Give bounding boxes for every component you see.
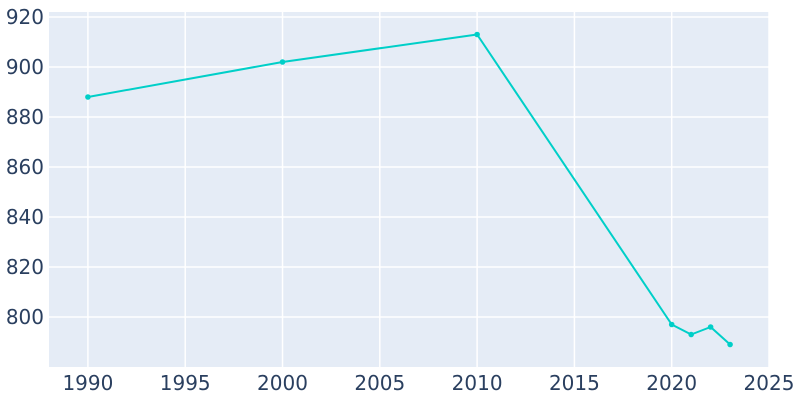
- x-tick-label: 2020: [646, 371, 697, 395]
- plot-area: [49, 12, 769, 367]
- y-tick-label: 880: [6, 105, 44, 129]
- grid: [49, 12, 770, 367]
- x-tick-label: 2000: [257, 371, 308, 395]
- y-tick-label: 840: [6, 205, 44, 229]
- x-tick-label: 1995: [160, 371, 211, 395]
- data-point: [668, 321, 675, 328]
- data-point: [474, 31, 480, 38]
- y-tick-label: 920: [6, 5, 44, 29]
- x-tick-label: 2010: [452, 371, 503, 395]
- x-tick-label: 2005: [354, 371, 405, 395]
- y-axis-ticks: 800 820 840 860 880 900 920: [6, 5, 44, 329]
- x-tick-label: 1990: [62, 371, 113, 395]
- x-tick-label: 2025: [744, 371, 795, 395]
- y-tick-label: 860: [6, 155, 44, 179]
- x-axis-ticks: 1990 1995 2000 2005 2010 2015 2020 2025: [62, 371, 794, 395]
- series-layer: [85, 31, 733, 348]
- x-tick-label: 2015: [549, 371, 600, 395]
- data-point: [707, 324, 714, 330]
- data-point: [85, 94, 91, 100]
- y-tick-label: 820: [6, 255, 44, 279]
- y-tick-label: 900: [6, 55, 44, 79]
- data-point: [727, 341, 733, 348]
- data-point: [279, 59, 286, 65]
- data-point: [688, 331, 694, 338]
- y-tick-label: 800: [6, 305, 44, 329]
